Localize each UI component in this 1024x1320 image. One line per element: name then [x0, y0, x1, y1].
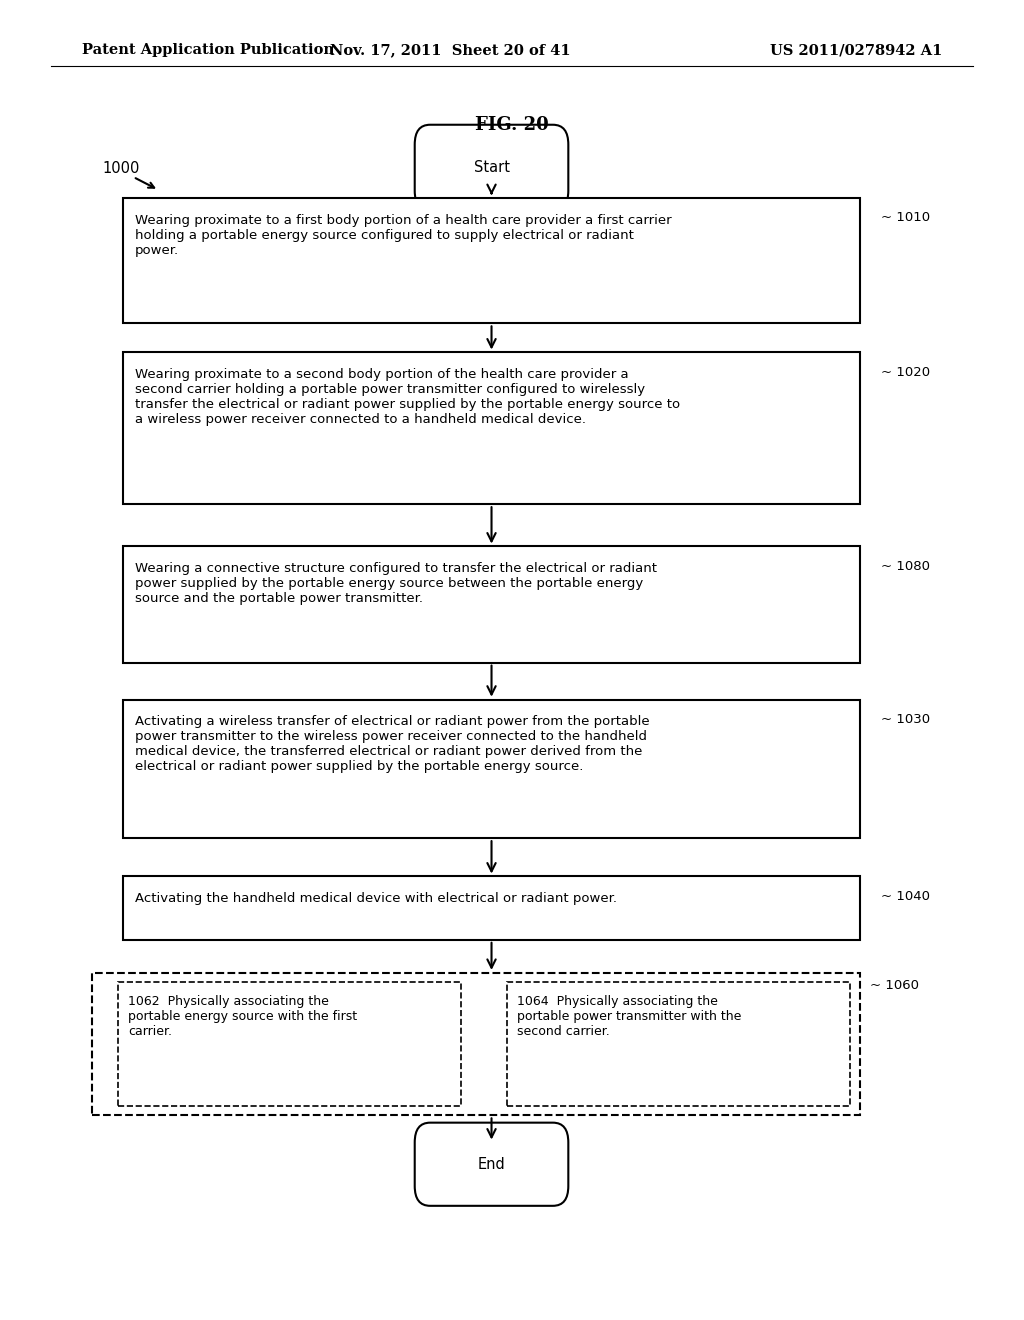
- FancyBboxPatch shape: [415, 1122, 568, 1206]
- FancyBboxPatch shape: [123, 700, 860, 838]
- Text: 1062  Physically associating the
portable energy source with the first
carrier.: 1062 Physically associating the portable…: [128, 995, 357, 1039]
- FancyBboxPatch shape: [415, 125, 568, 210]
- Text: ~ 1060: ~ 1060: [870, 979, 920, 993]
- Text: Start: Start: [473, 160, 510, 176]
- Text: Wearing a connective structure configured to transfer the electrical or radiant
: Wearing a connective structure configure…: [135, 562, 657, 606]
- Text: 1064  Physically associating the
portable power transmitter with the
second carr: 1064 Physically associating the portable…: [517, 995, 741, 1039]
- Text: ~ 1030: ~ 1030: [881, 713, 930, 726]
- Text: ~ 1040: ~ 1040: [881, 890, 930, 903]
- Text: ~ 1020: ~ 1020: [881, 366, 930, 379]
- Text: Activating a wireless transfer of electrical or radiant power from the portable
: Activating a wireless transfer of electr…: [135, 715, 650, 774]
- Text: Wearing proximate to a first body portion of a health care provider a first carr: Wearing proximate to a first body portio…: [135, 214, 672, 257]
- FancyBboxPatch shape: [92, 973, 860, 1115]
- FancyBboxPatch shape: [507, 982, 850, 1106]
- Text: Wearing proximate to a second body portion of the health care provider a
second : Wearing proximate to a second body porti…: [135, 368, 680, 426]
- Text: ~ 1010: ~ 1010: [881, 211, 930, 224]
- Text: Nov. 17, 2011  Sheet 20 of 41: Nov. 17, 2011 Sheet 20 of 41: [331, 44, 570, 57]
- Text: 1000: 1000: [102, 161, 139, 177]
- Text: Activating the handheld medical device with electrical or radiant power.: Activating the handheld medical device w…: [135, 892, 617, 906]
- Text: ~ 1080: ~ 1080: [881, 560, 930, 573]
- FancyBboxPatch shape: [123, 198, 860, 323]
- FancyBboxPatch shape: [123, 352, 860, 504]
- Text: End: End: [477, 1156, 506, 1172]
- Text: FIG. 20: FIG. 20: [475, 116, 549, 135]
- FancyBboxPatch shape: [123, 546, 860, 663]
- FancyBboxPatch shape: [118, 982, 461, 1106]
- FancyBboxPatch shape: [123, 876, 860, 940]
- Text: US 2011/0278942 A1: US 2011/0278942 A1: [770, 44, 942, 57]
- Text: Patent Application Publication: Patent Application Publication: [82, 44, 334, 57]
